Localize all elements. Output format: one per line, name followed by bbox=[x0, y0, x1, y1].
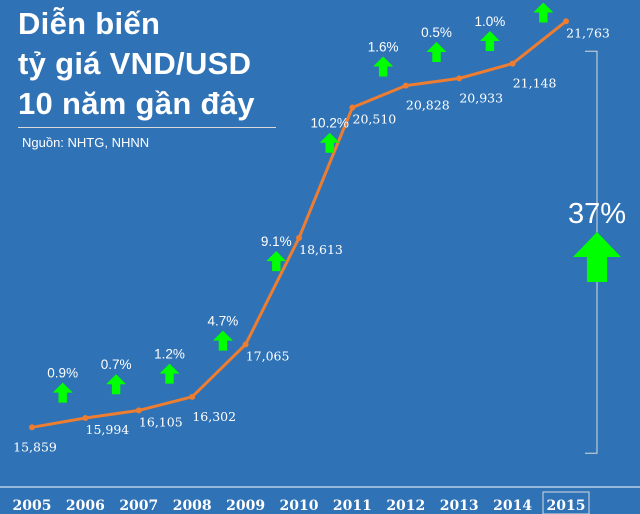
year-label: 2007 bbox=[119, 498, 158, 514]
title-line-2: tỷ giá VND/USD bbox=[18, 46, 252, 81]
data-label: 15,994 bbox=[86, 422, 130, 437]
up-arrow-icon bbox=[52, 382, 73, 403]
data-label: 16,302 bbox=[192, 409, 236, 424]
data-label: 15,859 bbox=[13, 439, 57, 454]
up-arrow-icon bbox=[212, 330, 233, 351]
change-label: 10.2% bbox=[311, 116, 349, 131]
title-underline bbox=[18, 127, 276, 128]
data-point bbox=[349, 104, 356, 111]
year-label: 2014 bbox=[493, 498, 532, 514]
data-label: 20,933 bbox=[459, 90, 503, 105]
data-point bbox=[135, 407, 142, 414]
change-label: 9.1% bbox=[261, 234, 292, 249]
title-line-1: Diễn biến bbox=[18, 6, 161, 41]
source-note: Nguồn: NHTG, NHNN bbox=[22, 135, 150, 150]
change-label: 0.5% bbox=[421, 25, 452, 40]
year-label: 2009 bbox=[226, 498, 265, 514]
data-label: 20,510 bbox=[353, 111, 397, 126]
data-point bbox=[242, 341, 249, 348]
year-label: 2013 bbox=[440, 498, 479, 514]
data-label: 20,828 bbox=[406, 98, 450, 113]
data-point bbox=[509, 60, 516, 67]
up-arrow-icon bbox=[266, 251, 287, 272]
up-arrow-icon bbox=[426, 41, 447, 62]
data-point bbox=[296, 234, 302, 241]
year-label: 2011 bbox=[333, 498, 372, 514]
data-label: 21,763 bbox=[566, 25, 610, 40]
title-line-3: 10 năm gần đây bbox=[18, 86, 255, 121]
year-label: 2006 bbox=[66, 498, 105, 514]
data-label: 18,613 bbox=[299, 242, 343, 257]
year-label: 2010 bbox=[280, 498, 319, 514]
change-label: 4.7% bbox=[208, 314, 239, 329]
data-point bbox=[563, 18, 569, 25]
data-point bbox=[82, 415, 89, 422]
total-change-label: 37% bbox=[568, 198, 626, 230]
data-point bbox=[189, 393, 196, 400]
data-point bbox=[402, 82, 409, 89]
data-point bbox=[456, 75, 463, 82]
year-label: 2015 bbox=[547, 498, 586, 514]
up-arrow-icon bbox=[373, 56, 394, 77]
up-arrow-icon bbox=[319, 132, 340, 153]
change-label: 0.9% bbox=[47, 366, 78, 381]
up-arrow-icon bbox=[533, 2, 554, 23]
data-point bbox=[29, 424, 35, 431]
highlighted-year-box bbox=[542, 491, 590, 514]
data-label: 17,065 bbox=[246, 348, 290, 363]
change-label: 1.0% bbox=[475, 14, 506, 29]
data-label: 16,105 bbox=[139, 414, 183, 429]
up-arrow-icon bbox=[106, 374, 127, 395]
change-label: 1.6% bbox=[368, 40, 399, 55]
change-label: 1.2% bbox=[154, 347, 185, 362]
big-up-arrow-icon bbox=[573, 232, 621, 282]
data-label: 21,148 bbox=[513, 76, 557, 91]
up-arrow-icon bbox=[479, 30, 500, 51]
up-arrow-icon bbox=[159, 363, 180, 384]
change-label: 0.7% bbox=[101, 357, 132, 372]
year-label: 2012 bbox=[386, 498, 425, 514]
year-label: 2008 bbox=[173, 498, 212, 514]
year-label: 2005 bbox=[13, 498, 52, 514]
